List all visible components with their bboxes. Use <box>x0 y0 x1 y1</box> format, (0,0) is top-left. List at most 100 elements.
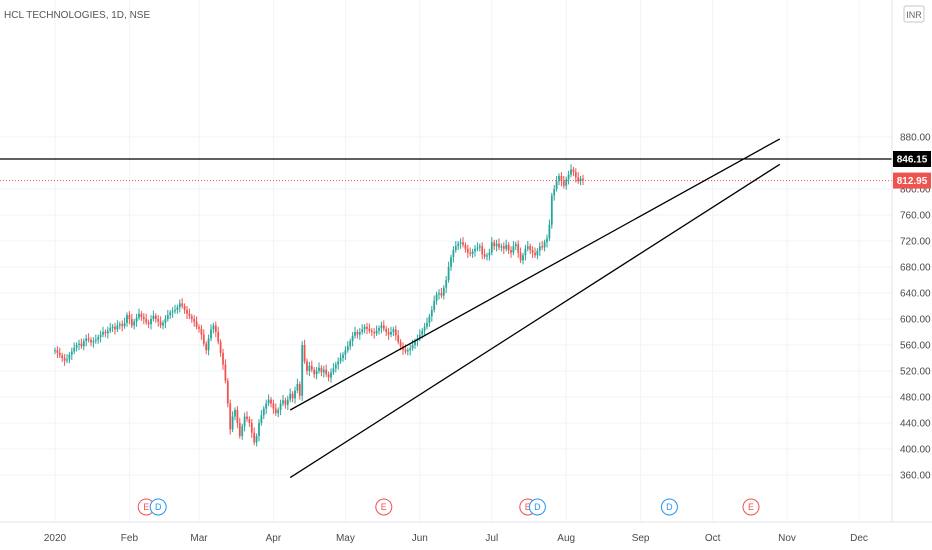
candle-body <box>272 403 275 409</box>
y-tick-label: 600.00 <box>900 315 931 326</box>
candle-body <box>550 195 553 225</box>
candle-body <box>195 321 198 327</box>
candle-body <box>140 313 143 318</box>
candle-body <box>126 315 128 323</box>
candle-body <box>150 319 152 325</box>
candle-body <box>344 350 347 355</box>
candle-body <box>459 242 462 244</box>
candle-body <box>325 369 328 375</box>
y-tick-label: 480.00 <box>900 393 931 404</box>
candle-body <box>404 349 407 352</box>
y-tick-label: 880.00 <box>900 133 931 144</box>
candle-body <box>241 426 244 436</box>
candle-body <box>541 246 544 248</box>
candle-body <box>190 316 193 319</box>
candle-body <box>159 321 162 326</box>
candle-body <box>490 242 493 253</box>
candle-body <box>368 328 371 331</box>
candle-body <box>70 351 73 355</box>
candle-body <box>394 329 397 336</box>
candle-body <box>330 372 332 378</box>
candle-body <box>332 368 335 373</box>
candle-body <box>411 345 414 349</box>
candle-body <box>534 252 536 256</box>
candle-body <box>562 181 565 186</box>
candle-body <box>306 361 308 371</box>
candle-body <box>548 224 551 239</box>
candle-body <box>294 390 296 399</box>
earnings-marker[interactable]: E <box>375 498 393 516</box>
candle-body <box>310 365 313 370</box>
candle-body <box>450 257 452 267</box>
candle-body <box>301 345 304 396</box>
candle-body <box>82 341 85 347</box>
dividend-marker[interactable]: D <box>149 498 167 516</box>
y-tick-label: 680.00 <box>900 263 931 274</box>
earnings-marker[interactable]: E <box>742 498 760 516</box>
candle-body <box>296 384 299 391</box>
candle-body <box>462 242 464 245</box>
candle-body <box>217 332 220 342</box>
candle-body <box>188 313 191 317</box>
candle-body <box>56 350 59 353</box>
candle-body <box>423 326 426 331</box>
x-tick-label: Aug <box>557 533 575 544</box>
candle-body <box>486 255 488 257</box>
currency-badge[interactable]: INR <box>903 5 925 23</box>
candle-body <box>231 416 234 430</box>
candle-body <box>166 315 169 319</box>
candle-body <box>339 358 342 362</box>
x-tick-label: May <box>336 533 355 544</box>
channel-trendline[interactable] <box>289 163 781 479</box>
candle-body <box>253 432 256 443</box>
time-scale[interactable]: 2020 Feb Mar Apr May Jun Jul Aug Sep Oct Nov Dec <box>44 533 868 544</box>
candle-body <box>574 172 577 178</box>
event-marker-circle <box>528 498 546 516</box>
candle-body <box>116 325 119 330</box>
candle-body <box>382 325 385 329</box>
dividend-marker[interactable]: D <box>660 498 678 516</box>
candle-body <box>66 359 68 361</box>
candle-body <box>214 325 217 332</box>
candle-body <box>361 329 364 332</box>
candle-body <box>222 352 224 365</box>
candle-body <box>495 243 498 247</box>
event-marker-label: D <box>534 502 541 512</box>
candle-body <box>260 415 263 423</box>
candle-body <box>466 248 469 253</box>
candle-body <box>327 374 330 378</box>
channel-trendline[interactable] <box>289 138 781 411</box>
dividend-marker[interactable]: D <box>528 498 546 516</box>
candle-body <box>284 400 287 405</box>
candle-body <box>481 246 484 254</box>
candle-body <box>399 341 402 347</box>
candle-body <box>58 352 61 356</box>
candle-body <box>358 332 361 335</box>
candle-body <box>78 343 80 345</box>
candle-body <box>421 330 424 335</box>
candle-body <box>90 339 92 343</box>
candle-body <box>570 169 572 175</box>
candle-body <box>337 361 340 365</box>
candle-body <box>85 338 88 342</box>
candle-body <box>346 346 349 351</box>
chart-title: HCL TECHNOLOGIES, 1D, NSE <box>4 10 150 21</box>
candle-body <box>92 341 95 343</box>
candle-body <box>109 328 112 331</box>
candle-body <box>577 177 580 182</box>
event-marker-label: E <box>381 502 387 512</box>
candle-body <box>526 246 529 249</box>
drawing-lines[interactable] <box>0 138 892 479</box>
price-scale[interactable]: 360.00 400.00 440.00 480.00 520.00 560.00 600.… <box>893 133 931 482</box>
candle-body <box>500 246 503 248</box>
y-tick-label: 800.00 <box>900 185 931 196</box>
candle-body <box>236 410 239 423</box>
candle-body <box>238 423 241 436</box>
candle-body <box>147 322 150 325</box>
candle-body <box>246 416 248 420</box>
candle-body <box>313 369 316 375</box>
candle-body <box>274 408 277 414</box>
currency-badge-box <box>903 5 925 23</box>
